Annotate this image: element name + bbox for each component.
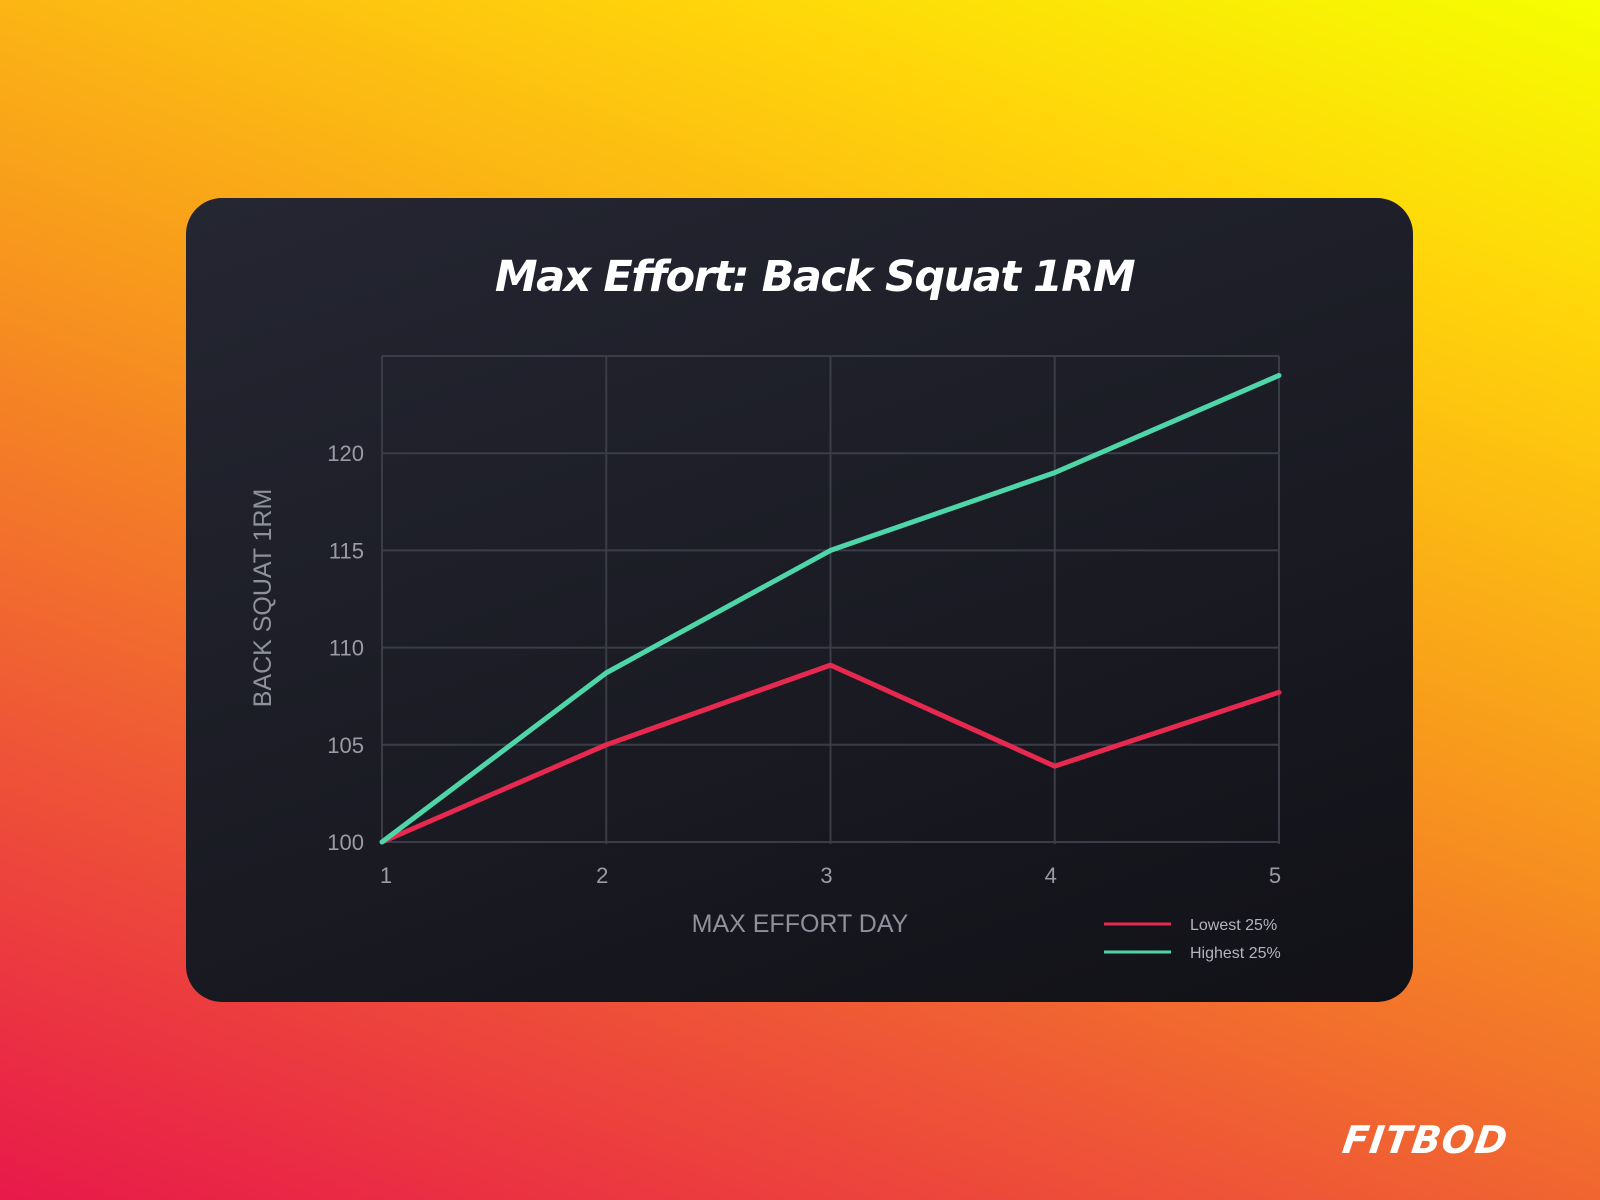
y-axis-label: BACK SQUAT 1RM [249, 489, 277, 708]
series-line-highest-25 [379, 372, 1282, 845]
x-tick-label: 2 [596, 863, 608, 888]
series-line-lowest-25 [379, 662, 1282, 845]
label-layer: MAX EFFORT DAY BACK SQUAT 1RM [249, 489, 909, 938]
x-tick-label: 3 [820, 863, 832, 888]
tick-layer: 100 105 110 115 120 1 2 3 4 5 [327, 441, 1281, 888]
x-axis-label: MAX EFFORT DAY [692, 910, 909, 938]
y-tick-label: 120 [327, 441, 364, 466]
y-tick-label: 110 [329, 636, 364, 661]
chart-card: Max Effort: Back Squat 1RM 100 105 110 115 1… [186, 198, 1413, 1002]
x-tick-label: 1 [380, 863, 392, 888]
x-tick-label: 4 [1045, 863, 1057, 888]
x-tick-label: 5 [1269, 863, 1281, 888]
legend: Lowest 25% Highest 25% [1104, 917, 1281, 962]
y-tick-label: 100 [327, 830, 364, 855]
grid-layer [381, 355, 1280, 844]
y-tick-label: 115 [329, 538, 364, 563]
series-layer [379, 372, 1282, 845]
y-tick-label: 105 [327, 733, 364, 758]
line-chart: 100 105 110 115 120 1 2 3 4 5 MAX EFFORT DAY BACK… [249, 355, 1282, 962]
legend-label: Highest 25% [1190, 945, 1281, 962]
fitbod-logo: FITBOD [1339, 1118, 1511, 1162]
chart-title: Max Effort: Back Squat 1RM [494, 252, 1136, 302]
legend-label: Lowest 25% [1190, 917, 1277, 934]
